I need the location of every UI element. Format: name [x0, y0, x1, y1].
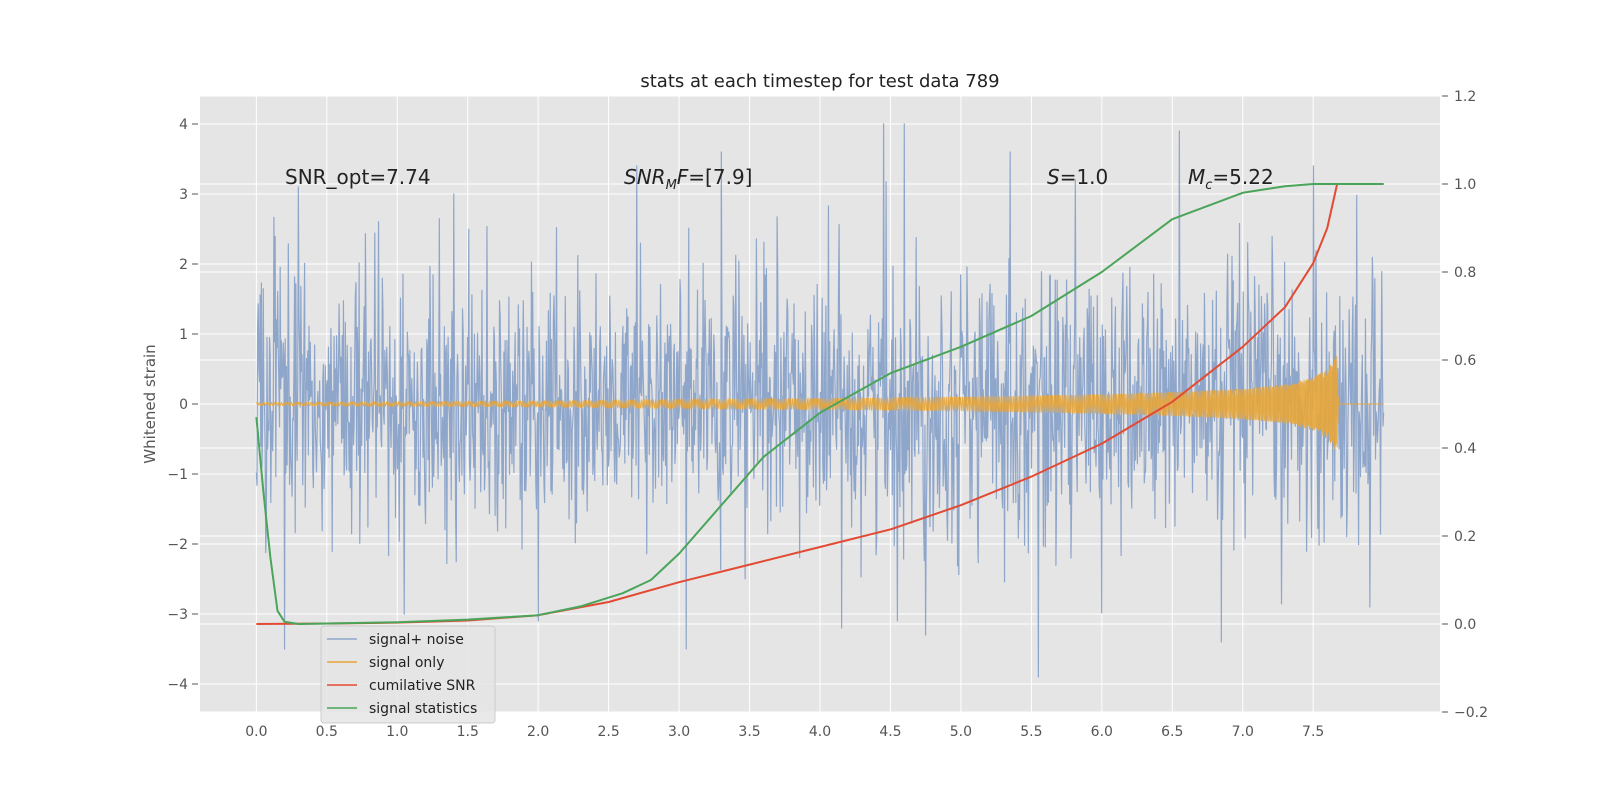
y-tick-label: −2	[167, 537, 188, 553]
y-tick-label: 2	[179, 257, 188, 273]
series-line-signal-noise	[255, 123, 1385, 678]
y2-tick-label: 0.2	[1454, 529, 1476, 545]
y2-tick-label: 1.2	[1454, 89, 1476, 105]
legend-label-signal-noise: signal+ noise	[369, 632, 464, 648]
y-tick-label: 0	[179, 397, 188, 413]
annotation-snr-mf: SNRMF=[7.9]	[624, 165, 752, 193]
legend-box	[320, 625, 496, 724]
legend: signal+ noise signal only cumilative SNR…	[320, 625, 496, 724]
x-axis: 0.0 0.5 1.0 1.5 2.0 2.5 3.0 3.5 4.0 4.5 5.0 5.5 6.0 6…	[245, 724, 1324, 740]
annotation-s-symbol: S	[1047, 165, 1060, 189]
y2-tick-label: 1.0	[1454, 177, 1476, 193]
series-signal-noise	[255, 123, 1385, 678]
y2-tick-label: 0.4	[1454, 441, 1476, 457]
annotation-snr-mf-sub: M	[666, 178, 677, 193]
x-tick-label: 0.5	[316, 724, 338, 740]
y-tick-label: −3	[167, 607, 188, 623]
x-tick-label: 1.5	[457, 724, 479, 740]
x-tick-label: 5.5	[1020, 724, 1042, 740]
annotation-snr-opt: SNR_opt=7.74	[285, 165, 431, 189]
series-signal-only	[255, 356, 1384, 450]
y2-tick-label: 0.8	[1454, 265, 1476, 281]
x-tick-label: 3.5	[738, 724, 760, 740]
annotation-mc: Mc=5.22	[1188, 165, 1274, 193]
x-tick-label: 7.5	[1302, 724, 1324, 740]
annotation-snr-mf-main: SNR	[624, 165, 666, 189]
x-tick-label: 6.5	[1161, 724, 1183, 740]
legend-label-signal-only: signal only	[369, 655, 444, 671]
series-line-signal-statistics	[255, 183, 1384, 625]
annotation-mc-sub: c	[1205, 178, 1212, 193]
x-tick-label: 4.0	[809, 724, 831, 740]
annotation-snr-mf-value: =[7.9]	[688, 165, 752, 189]
y2-tick-label: −0.2	[1454, 705, 1488, 721]
y-tick-label: −4	[167, 677, 188, 693]
x-tick-label: 3.0	[668, 724, 690, 740]
y2-tick-label: 0.0	[1454, 617, 1476, 633]
legend-label-cumulative-snr: cumilative SNR	[369, 678, 476, 694]
x-tick-label: 0.0	[245, 724, 267, 740]
legend-label-signal-statistics: signal statistics	[369, 701, 477, 717]
x-tick-label: 6.0	[1091, 724, 1113, 740]
y-axis-left: −4 −3 −2 −1 0 1 2 3 4	[167, 117, 198, 693]
x-tick-label: 2.5	[598, 724, 620, 740]
annotation-s: S=1.0	[1047, 165, 1108, 189]
y-tick-label: 3	[179, 187, 188, 203]
x-tick-label: 1.0	[386, 724, 408, 740]
x-tick-label: 7.0	[1232, 724, 1254, 740]
x-tick-label: 4.5	[879, 724, 901, 740]
y2-tick-label: 0.6	[1454, 353, 1476, 369]
right-axis-series	[255, 183, 1384, 625]
y-tick-label: −1	[167, 467, 188, 483]
annotation-snr-mf-f: F	[677, 165, 689, 189]
annotation-s-value: =1.0	[1060, 165, 1109, 189]
annotation-mc-main: M	[1188, 165, 1205, 189]
x-tick-label: 2.0	[527, 724, 549, 740]
y-axis-right: −0.2 0.0 0.2 0.4 0.6 0.8 1.0 1.2	[1442, 89, 1488, 721]
x-tick-label: 5.0	[950, 724, 972, 740]
chart-title: stats at each timestep for test data 789	[640, 71, 999, 92]
series-line-signal-only	[255, 356, 1384, 450]
annotation-mc-value: =5.22	[1212, 165, 1273, 189]
y-axis-label: Whitened strain	[141, 344, 159, 463]
y-tick-label: 4	[179, 117, 188, 133]
y-tick-label: 1	[179, 327, 188, 343]
